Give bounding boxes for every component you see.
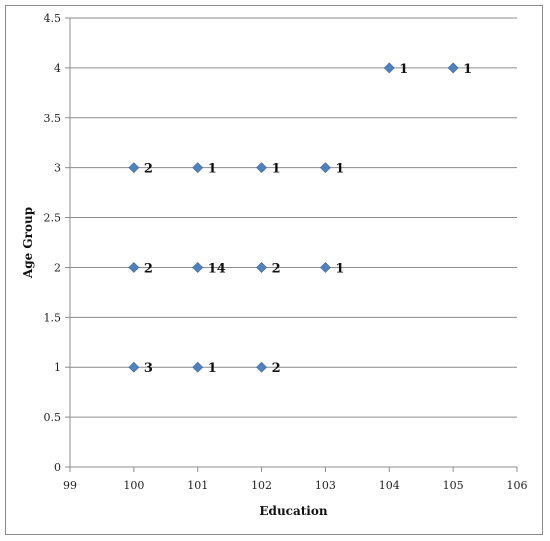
data-points: [128, 62, 459, 373]
data-point: [256, 262, 267, 273]
y-tick-label: 2.5: [44, 212, 62, 225]
data-label: 2: [272, 361, 281, 376]
data-point: [256, 361, 267, 373]
y-tick-label: 0: [54, 461, 61, 474]
x-axis-title: Education: [259, 504, 327, 518]
y-axis-ticks: 0 0.5 1 1.5 2 2.5 3 3.5 4 4.5: [44, 12, 70, 474]
data-point: [128, 162, 140, 174]
data-label: 1: [335, 162, 344, 177]
data-label: 1: [208, 162, 217, 177]
x-tick-label: 103: [315, 479, 336, 492]
y-tick-label: 1.5: [44, 311, 62, 324]
data-label: 14: [208, 261, 226, 276]
data-point: [128, 361, 140, 373]
chart-area: [5, 5, 543, 535]
y-tick-label: 3.5: [44, 112, 62, 125]
y-tick-label: 0.5: [44, 411, 62, 424]
data-point: [256, 162, 267, 174]
x-tick-label: 106: [507, 479, 528, 492]
x-tick-label: 100: [123, 479, 144, 492]
x-tick-label: 101: [187, 479, 208, 492]
data-label: 1: [208, 361, 217, 376]
y-tick-label: 4: [54, 62, 61, 75]
y-tick-label: 2: [54, 261, 61, 274]
y-axis-title: Age Group: [21, 207, 35, 279]
x-tick-label: 102: [251, 479, 272, 492]
data-label: 3: [144, 361, 153, 376]
x-tick-label: 99: [63, 479, 77, 492]
data-label: 1: [272, 162, 281, 177]
y-tick-label: 4.5: [44, 12, 62, 25]
data-label: 1: [463, 62, 472, 77]
data-point: [320, 162, 331, 174]
data-point: [192, 162, 204, 174]
data-label: 2: [272, 261, 281, 276]
data-label: 2: [144, 162, 153, 177]
data-label: 2: [144, 261, 153, 276]
y-tick-label: 1: [54, 361, 61, 374]
data-point: [192, 262, 204, 273]
data-point: [320, 262, 331, 273]
data-point: [447, 62, 459, 74]
y-tick-label: 3: [54, 162, 61, 175]
data-point: [192, 361, 204, 373]
x-axis-ticks: 99 100 101 102 103 104 105 106: [63, 467, 528, 492]
data-label: 1: [335, 261, 344, 276]
x-tick-label: 104: [379, 479, 400, 492]
data-label: 1: [399, 62, 408, 77]
data-point: [383, 62, 395, 74]
x-tick-label: 105: [443, 479, 464, 492]
data-point: [128, 262, 140, 273]
data-labels: 3 1 2 2 14 2 1 2 1 1 1 1 1: [144, 62, 472, 376]
gridlines: [70, 17, 517, 418]
